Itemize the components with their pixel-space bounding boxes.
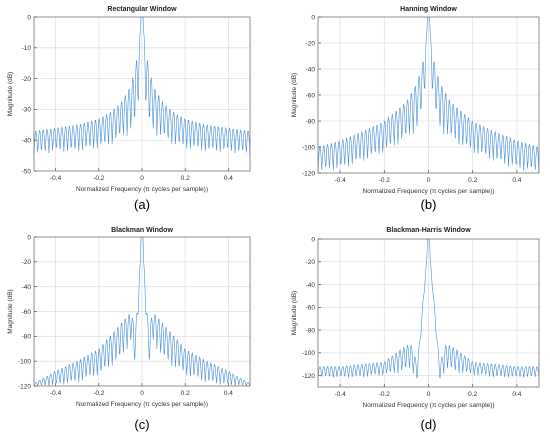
y-tick-label: -40 (306, 66, 316, 73)
y-tick-label: 0 (27, 234, 31, 241)
x-tick-label: 0 (140, 390, 144, 397)
x-tick-label: -0.4 (50, 390, 62, 397)
panel-label: (c) (134, 417, 149, 432)
x-axis-label: Normalized Frequency (π cycles per sampl… (363, 402, 495, 409)
x-tick-label: 0.4 (224, 390, 233, 397)
y-axis-label: Magnitude (dB) (291, 73, 298, 117)
y-tick-label: -60 (306, 92, 316, 99)
y-tick-label: -120 (302, 170, 315, 177)
x-tick-label: 0 (140, 175, 144, 182)
y-tick-label: -40 (306, 282, 316, 289)
x-tick-label: 0.2 (181, 175, 190, 182)
chart-title: Blackman-Harris Window (386, 227, 471, 234)
x-tick-label: -0.2 (93, 175, 105, 182)
x-tick-label: -0.2 (379, 391, 391, 398)
x-tick-label: 0.2 (468, 177, 477, 184)
chart-panel: -0.4 -0.2 0 0.2 0.4 0 -10 -20 -30 -40 -50 Rectangul… (7, 6, 251, 212)
x-tick-label: -0.4 (50, 175, 62, 182)
panel-label: (b) (421, 197, 437, 212)
chart-title: Blackman Window (111, 227, 173, 234)
chart-title: Rectangular Window (107, 6, 177, 13)
x-axis-label: Normalized Frequency (π cycles per sampl… (76, 186, 208, 193)
x-tick-label: 0.4 (512, 177, 521, 184)
y-tick-label: -120 (302, 373, 315, 380)
panel-label: (d) (421, 417, 437, 432)
x-tick-label: 0 (427, 177, 431, 184)
x-tick-label: -0.4 (334, 391, 346, 398)
y-axis-label: Magnitude (dB) (7, 72, 14, 116)
x-tick-label: -0.2 (379, 177, 391, 184)
x-tick-label: -0.4 (334, 177, 346, 184)
y-tick-label: -100 (18, 358, 31, 365)
y-tick-label: -50 (22, 168, 32, 175)
y-tick-label: -80 (22, 334, 32, 341)
y-tick-label: -10 (22, 45, 32, 52)
y-tick-label: -30 (22, 107, 32, 114)
chart-panel: -0.4 -0.2 0 0.2 0.4 0 -20 -40 -60 -80 -100 -120 Blac… (291, 227, 540, 432)
y-tick-label: -40 (22, 284, 32, 291)
y-tick-label: -20 (306, 40, 316, 47)
y-axis-label: Magnitude (dB) (291, 291, 298, 335)
x-axis-label: Normalized Frequency (π cycles per sampl… (76, 401, 208, 408)
x-axis-label: Normalized Frequency (π cycles per sampl… (363, 188, 495, 195)
y-tick-label: -60 (306, 305, 316, 312)
y-tick-label: -60 (22, 309, 32, 316)
panel-label: (a) (134, 197, 150, 212)
y-tick-label: -40 (22, 138, 32, 145)
chart-panel: -0.4 -0.2 0 0.2 0.4 0 -20 -40 -60 -80 -100 -120 Hann… (291, 6, 540, 212)
y-tick-label: -20 (22, 76, 32, 83)
x-tick-label: -0.2 (93, 390, 105, 397)
chart-title: Hanning Window (400, 6, 457, 13)
y-tick-label: -20 (306, 259, 316, 266)
y-tick-label: 0 (311, 14, 315, 21)
y-tick-label: -100 (302, 350, 315, 357)
y-tick-label: -100 (302, 144, 315, 151)
y-tick-label: -80 (306, 327, 316, 334)
y-tick-label: -80 (306, 118, 316, 125)
x-tick-label: 0.4 (224, 175, 233, 182)
x-tick-label: 0.4 (512, 391, 521, 398)
x-tick-label: 0.2 (468, 391, 477, 398)
chart-panel: -0.4 -0.2 0 0.2 0.4 0 -20 -40 -60 -80 -100 -120 Blac… (7, 227, 251, 432)
y-tick-label: -120 (18, 383, 31, 390)
x-tick-label: 0 (427, 391, 431, 398)
y-axis-label: Magnitude (dB) (7, 289, 14, 333)
y-tick-label: 0 (27, 14, 31, 21)
x-tick-label: 0.2 (181, 390, 190, 397)
y-tick-label: -20 (22, 259, 32, 266)
y-tick-label: 0 (311, 236, 315, 243)
